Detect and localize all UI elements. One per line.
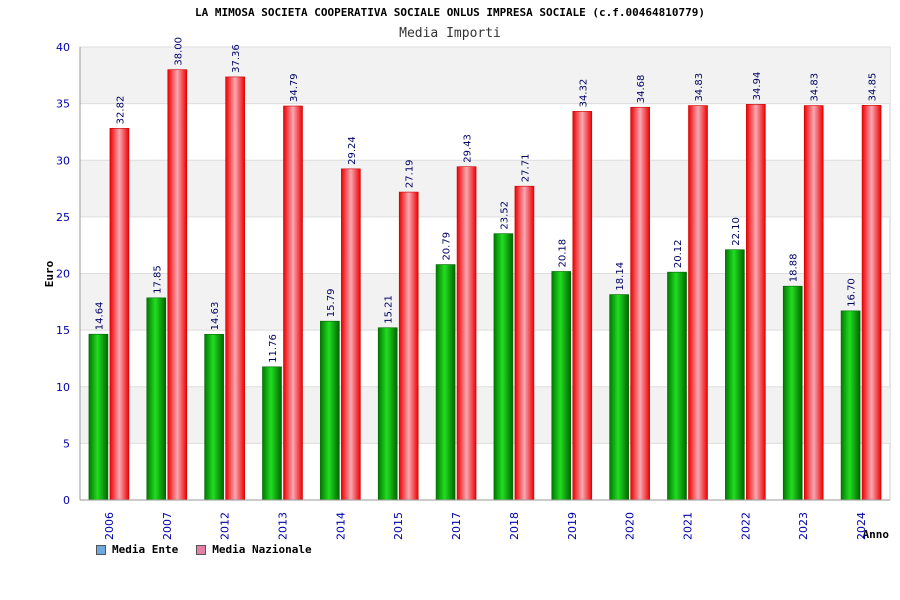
data-label: 37.36 <box>231 44 242 73</box>
bar-media-nazionale <box>746 104 766 501</box>
legend-swatch-media-nazionale <box>196 544 207 555</box>
bar-media-nazionale <box>514 185 535 501</box>
data-label: 14.63 <box>210 302 221 331</box>
data-label: 11.76 <box>268 334 279 363</box>
bar-media-ente <box>88 333 109 501</box>
bar-media-nazionale <box>109 128 130 501</box>
bar-media-nazionale <box>167 69 188 501</box>
grid-band <box>80 160 890 217</box>
data-label: 34.94 <box>752 72 763 101</box>
x-tick-label: 2013 <box>277 512 290 540</box>
bar-media-ente <box>725 249 745 501</box>
x-tick-label: 2022 <box>739 512 752 540</box>
legend-item-media-nazionale: Media Nazionale <box>196 543 312 556</box>
x-tick-label: 2019 <box>566 512 579 540</box>
bar-media-ente <box>377 327 398 501</box>
bar-media-ente <box>782 285 803 501</box>
legend-label-media-ente: Media Ente <box>112 543 179 556</box>
bar-media-nazionale <box>572 111 593 501</box>
data-label: 34.85 <box>868 73 879 102</box>
bar-media-nazionale <box>225 76 245 501</box>
data-label: 34.83 <box>694 73 705 102</box>
x-tick-label: 2006 <box>103 512 116 540</box>
data-label: 14.64 <box>94 302 105 331</box>
bar-media-nazionale <box>630 106 650 501</box>
data-label: 15.79 <box>326 289 337 318</box>
data-label: 23.52 <box>499 201 510 230</box>
chart-subtitle: Media Importi <box>399 26 501 41</box>
x-tick-label: 2020 <box>624 512 637 540</box>
legend-swatch-media-ente <box>96 544 106 555</box>
bar-media-ente <box>609 294 629 501</box>
legend-label-media-nazionale: Media Nazionale <box>212 543 312 556</box>
data-label: 27.71 <box>520 154 531 183</box>
x-axis-label: Anno <box>863 528 890 541</box>
x-tick-label: 2017 <box>450 512 463 540</box>
data-label: 18.88 <box>789 254 800 283</box>
y-tick-label: 25 <box>56 211 70 224</box>
data-label: 20.18 <box>557 239 568 268</box>
data-label: 17.85 <box>152 265 163 294</box>
data-label: 38.00 <box>173 37 184 66</box>
bar-media-ente <box>493 233 514 501</box>
chart-legend: Media Ente Media Nazionale <box>96 543 312 556</box>
legend-item-media-ente: Media Ente <box>96 543 178 556</box>
data-label: 29.24 <box>347 136 358 165</box>
x-tick-label: 2021 <box>682 512 695 540</box>
bar-media-ente <box>435 264 456 501</box>
bar-media-nazionale <box>341 168 361 501</box>
data-label: 16.70 <box>847 278 858 307</box>
y-tick-label: 20 <box>56 268 70 281</box>
data-label: 15.21 <box>384 295 395 324</box>
x-tick-label: 2014 <box>334 512 347 540</box>
bar-media-ente <box>551 271 572 501</box>
chart-title: LA MIMOSA SOCIETA COOPERATIVA SOCIALE ON… <box>195 6 705 19</box>
bar-media-nazionale <box>803 105 824 501</box>
data-label: 20.12 <box>673 240 684 269</box>
bar-media-ente <box>840 310 861 501</box>
y-tick-label: 5 <box>63 437 70 450</box>
x-tick-label: 2007 <box>161 512 174 540</box>
y-tick-label: 30 <box>56 154 70 167</box>
data-label: 34.79 <box>289 73 300 102</box>
y-tick-label: 35 <box>56 98 70 111</box>
grid-band <box>80 386 890 444</box>
data-label: 34.83 <box>810 73 821 102</box>
y-tick-label: 40 <box>56 41 70 54</box>
data-label: 27.19 <box>405 159 416 188</box>
data-label: 22.10 <box>731 217 742 246</box>
bar-media-nazionale <box>688 105 708 501</box>
grid-band <box>80 273 890 331</box>
data-label: 18.14 <box>615 262 626 291</box>
data-label: 32.82 <box>115 96 126 125</box>
x-tick-label: 2023 <box>797 512 810 540</box>
x-tick-label: 2012 <box>219 512 232 540</box>
bar-media-ente <box>146 297 167 501</box>
bar-media-ente <box>667 271 687 501</box>
data-label: 20.79 <box>442 232 453 261</box>
grid-band <box>80 47 890 104</box>
y-axis-label: Euro <box>43 260 56 287</box>
bar-media-ente <box>320 320 340 501</box>
data-label: 29.43 <box>463 134 474 163</box>
x-tick-label: 2018 <box>508 512 521 540</box>
bar-media-ente <box>262 366 282 501</box>
bar-media-nazionale <box>398 191 419 501</box>
x-tick-label: 2024 <box>855 512 868 540</box>
bar-media-nazionale <box>283 105 303 501</box>
x-tick-label: 2015 <box>392 512 405 540</box>
bar-media-ente <box>204 334 224 501</box>
data-label: 34.32 <box>578 79 589 108</box>
y-tick-label: 15 <box>56 324 70 337</box>
bar-media-nazionale <box>456 166 477 501</box>
bar-media-nazionale <box>861 105 882 501</box>
y-tick-label: 0 <box>63 494 70 507</box>
data-label: 34.68 <box>636 75 647 104</box>
y-tick-label: 10 <box>56 381 70 394</box>
